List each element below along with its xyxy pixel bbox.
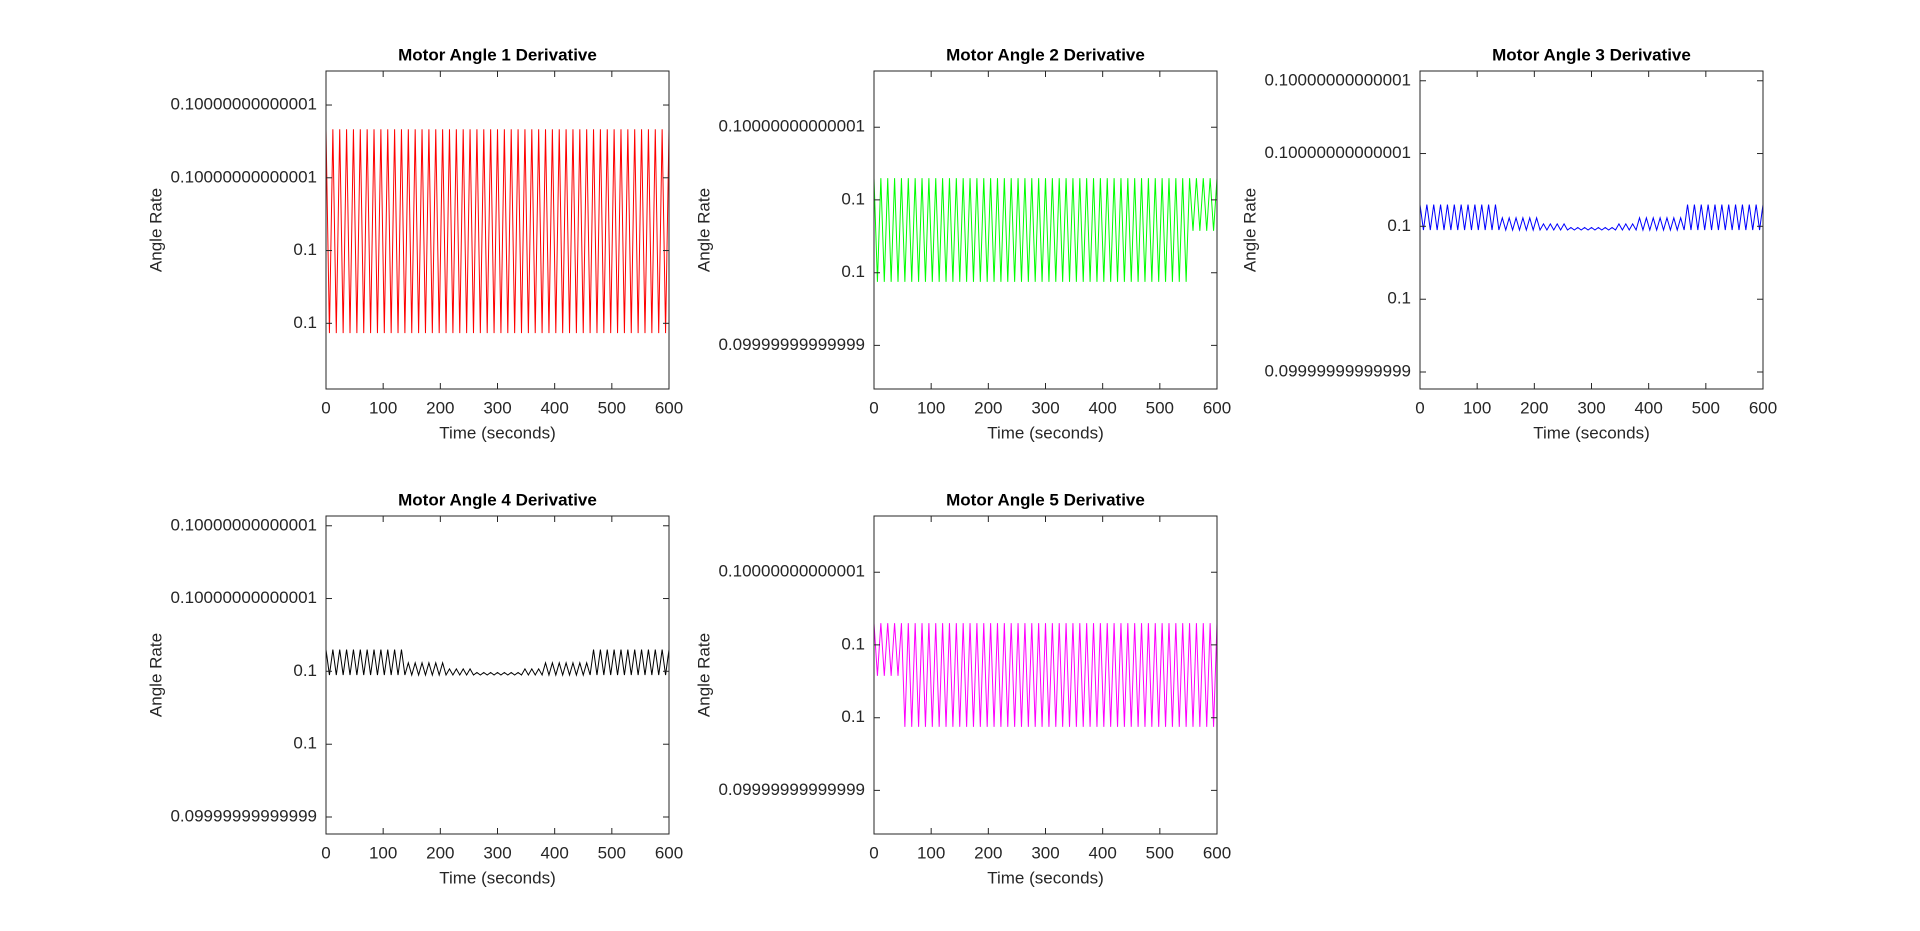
x-tick-label: 500 <box>598 398 626 417</box>
y-tick-label: 0.09999999999999 <box>718 780 865 799</box>
y-tick-label: 0.10000000000001 <box>718 117 865 136</box>
y-tick-label: 0.1 <box>841 634 865 653</box>
x-tick-label: 200 <box>974 398 1002 417</box>
data-line <box>873 178 1218 282</box>
x-tick-label: 200 <box>1520 398 1548 417</box>
x-tick-label: 400 <box>1088 843 1116 862</box>
x-tick-label: 100 <box>1463 398 1491 417</box>
x-tick-label: 500 <box>1692 398 1720 417</box>
y-axis-label: Angle Rate <box>694 633 713 717</box>
x-tick-label: 400 <box>1088 398 1116 417</box>
y-tick-label: 0.1 <box>293 313 317 332</box>
x-tick-label: 200 <box>426 398 454 417</box>
x-axis-label: Time (seconds) <box>1533 423 1650 442</box>
chart-title: Motor Angle 4 Derivative <box>398 490 597 509</box>
data-line <box>1419 204 1764 232</box>
y-tick-label: 0.10000000000001 <box>718 562 865 581</box>
x-tick-label: 600 <box>655 843 683 862</box>
x-tick-label: 100 <box>917 843 945 862</box>
y-tick-label: 0.10000000000001 <box>170 95 317 114</box>
y-tick-label: 0.10000000000001 <box>170 167 317 186</box>
x-axis-label: Time (seconds) <box>439 868 556 887</box>
x-tick-label: 0 <box>321 398 330 417</box>
y-tick-label: 0.10000000000001 <box>170 588 317 607</box>
x-tick-label: 500 <box>1146 398 1174 417</box>
axes-background <box>326 71 669 389</box>
y-tick-label: 0.1 <box>293 661 317 680</box>
y-tick-label: 0.10000000000001 <box>170 515 317 534</box>
y-tick-label: 0.1 <box>1387 289 1411 308</box>
chart-title: Motor Angle 3 Derivative <box>1492 45 1691 64</box>
y-tick-label: 0.1 <box>841 707 865 726</box>
x-tick-label: 200 <box>426 843 454 862</box>
x-tick-label: 100 <box>369 843 397 862</box>
y-tick-label: 0.09999999999999 <box>1264 361 1411 380</box>
x-tick-label: 0 <box>869 843 878 862</box>
y-tick-label: 0.09999999999999 <box>170 806 317 825</box>
data-line <box>325 649 670 677</box>
x-tick-label: 600 <box>1749 398 1777 417</box>
y-tick-label: 0.10000000000001 <box>1264 70 1411 89</box>
y-tick-label: 0.1 <box>841 262 865 281</box>
x-tick-label: 0 <box>869 398 878 417</box>
y-tick-label: 0.1 <box>1387 216 1411 235</box>
x-tick-label: 500 <box>598 843 626 862</box>
axes-background <box>874 71 1217 389</box>
x-tick-label: 400 <box>540 398 568 417</box>
x-axis-label: Time (seconds) <box>439 423 556 442</box>
x-axis-label: Time (seconds) <box>987 868 1104 887</box>
x-tick-label: 300 <box>1031 398 1059 417</box>
x-tick-label: 500 <box>1146 843 1174 862</box>
data-line <box>873 623 1218 727</box>
chart-title: Motor Angle 1 Derivative <box>398 45 597 64</box>
axes-background <box>874 516 1217 834</box>
x-tick-label: 100 <box>369 398 397 417</box>
x-tick-label: 600 <box>1203 398 1231 417</box>
y-tick-label: 0.1 <box>293 734 317 753</box>
x-tick-label: 200 <box>974 843 1002 862</box>
y-tick-label: 0.1 <box>841 189 865 208</box>
x-tick-label: 300 <box>483 843 511 862</box>
x-tick-label: 0 <box>1415 398 1424 417</box>
y-tick-label: 0.09999999999999 <box>718 335 865 354</box>
x-tick-label: 400 <box>540 843 568 862</box>
axes-background <box>1420 71 1763 389</box>
x-axis-label: Time (seconds) <box>987 423 1104 442</box>
data-line <box>325 129 670 334</box>
x-tick-label: 0 <box>321 843 330 862</box>
y-tick-label: 0.10000000000001 <box>1264 143 1411 162</box>
x-tick-label: 300 <box>483 398 511 417</box>
y-axis-label: Angle Rate <box>146 188 165 272</box>
x-tick-label: 300 <box>1031 843 1059 862</box>
y-axis-label: Angle Rate <box>694 188 713 272</box>
axes-background <box>326 516 669 834</box>
chart-title: Motor Angle 2 Derivative <box>946 45 1145 64</box>
y-tick-label: 0.1 <box>293 240 317 259</box>
y-axis-label: Angle Rate <box>146 633 165 717</box>
x-tick-label: 100 <box>917 398 945 417</box>
x-tick-label: 300 <box>1577 398 1605 417</box>
chart-title: Motor Angle 5 Derivative <box>946 490 1145 509</box>
x-tick-label: 600 <box>655 398 683 417</box>
y-axis-label: Angle Rate <box>1240 188 1259 272</box>
x-tick-label: 600 <box>1203 843 1231 862</box>
x-tick-label: 400 <box>1634 398 1662 417</box>
